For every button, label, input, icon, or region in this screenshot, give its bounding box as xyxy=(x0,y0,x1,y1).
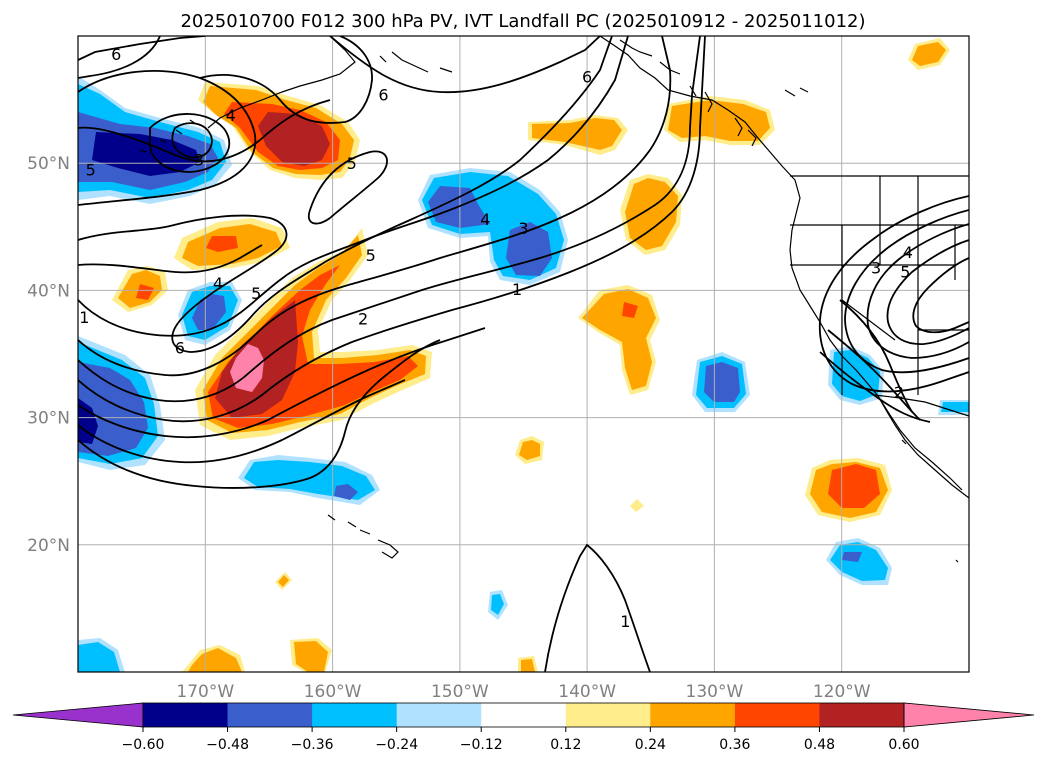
longitude-tick-label: 130°W xyxy=(686,682,744,702)
colorbar: −0.60 −0.48 −0.36 −0.24 −0.12 0.12 0.24 0.36 0.4… xyxy=(12,702,1035,753)
colorbar-tick-label: 0.24 xyxy=(635,737,666,753)
latitude-tick-label: 30°N xyxy=(27,409,70,429)
contour-value-label: 6 xyxy=(378,86,388,105)
colorbar-tick-label: 0.12 xyxy=(550,737,581,753)
contour-value-label: 5 xyxy=(366,246,376,265)
pv-contours xyxy=(78,36,969,672)
longitude-tick-label: 150°W xyxy=(431,682,489,702)
latitude-tick-label: 40°N xyxy=(27,281,70,301)
contour-value-label: 4 xyxy=(480,210,490,229)
contour-value-label: 5 xyxy=(86,161,96,180)
colorbar-tick-label: −0.12 xyxy=(460,737,503,753)
negative-anomaly-west xyxy=(78,336,165,470)
longitude-tick-label: 170°W xyxy=(176,682,234,702)
contour-value-label: 5 xyxy=(251,284,261,303)
colorbar-extend-min xyxy=(12,702,144,728)
longitude-tick-label: 160°W xyxy=(304,682,362,702)
contour-value-label: 6 xyxy=(111,45,121,64)
colorbar-tick-label: −0.60 xyxy=(122,737,165,753)
colorbar-swatch xyxy=(227,703,313,727)
contour-value-label: 4 xyxy=(903,243,913,262)
latitude-tick-label: 20°N xyxy=(27,536,70,556)
latitude-tick-label: 50°N xyxy=(27,154,70,174)
colorbar-tick-label: −0.36 xyxy=(291,737,334,753)
colorbar-swatch xyxy=(565,703,651,727)
contour-value-label: 1 xyxy=(79,308,89,327)
contour-value-label: 4 xyxy=(226,106,236,125)
colorbar-swatch xyxy=(734,703,820,727)
contour-value-label: 3 xyxy=(518,219,528,238)
colorbar-swatch xyxy=(650,703,736,727)
latitude-labels: 50°N 40°N 30°N 20°N xyxy=(27,154,70,556)
colorbar-tick-label: 0.36 xyxy=(719,737,750,753)
contour-value-label: 6 xyxy=(582,68,592,87)
colorbar-swatch xyxy=(481,703,567,727)
coastlines xyxy=(139,36,969,563)
colorbar-swatch xyxy=(396,703,482,727)
colorbar-extend-max xyxy=(903,702,1035,728)
contour-value-label: 5 xyxy=(347,154,357,173)
colorbar-swatch xyxy=(819,703,905,727)
graticule xyxy=(78,36,969,672)
map-title: 2025010700 F012 300 hPa PV, IVT Landfall… xyxy=(180,11,865,32)
colorbar-tick-label: 0.48 xyxy=(804,737,835,753)
colorbar-tick-label: 0.60 xyxy=(888,737,919,753)
contour-value-label: 3 xyxy=(194,150,204,169)
colorbar-tick-label: −0.24 xyxy=(375,737,418,753)
contour-value-label: 2 xyxy=(894,383,904,402)
colorbar-swatch xyxy=(312,703,398,727)
longitude-tick-label: 140°W xyxy=(558,682,616,702)
contour-value-label: 2 xyxy=(358,309,368,328)
colorbar-tick-label: −0.48 xyxy=(206,737,249,753)
longitude-tick-label: 120°W xyxy=(813,682,871,702)
contour-value-label: 3 xyxy=(871,259,881,278)
contour-value-label: 1 xyxy=(620,612,630,631)
contour-value-label: 4 xyxy=(213,274,223,293)
map-frame xyxy=(77,35,970,673)
contour-value-label: 6 xyxy=(175,339,185,358)
colorbar-outline xyxy=(142,702,905,728)
longitude-labels: 170°W 160°W 150°W 140°W 130°W 120°W xyxy=(176,682,870,702)
contour-value-label: 1 xyxy=(512,280,522,299)
colorbar-swatch xyxy=(143,703,229,727)
contour-value-label: 5 xyxy=(900,262,910,281)
